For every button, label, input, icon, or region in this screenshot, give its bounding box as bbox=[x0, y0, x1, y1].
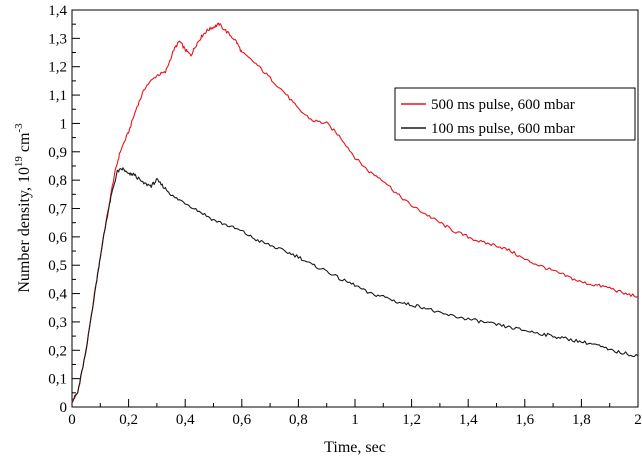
legend-label-100ms: 100 ms pulse, 600 mbar bbox=[431, 121, 575, 137]
y-axis-label-unit: cm bbox=[16, 132, 33, 156]
y-tick-label: 0,6 bbox=[48, 230, 67, 246]
y-axis-ticks: 0 0,1 0,2 0,3 0,4 0,5 0,6 0,7 0,8 0,9 1 1,1 1,2 1,3 1,… bbox=[48, 3, 80, 416]
x-tick-label: 0,4 bbox=[176, 412, 195, 428]
y-axis-label: Number density, 1019 cm-3 bbox=[13, 123, 33, 293]
x-tick-label: 1,8 bbox=[572, 412, 591, 428]
series-line bbox=[71, 167, 639, 404]
x-tick-label: 1,4 bbox=[459, 412, 478, 428]
x-axis-ticks: 0 0,2 0,4 0,6 0,8 1 1,2 1,4 1,6 1,8 2 bbox=[68, 399, 642, 428]
y-axis-label-main: Number density, 10 bbox=[16, 167, 33, 293]
legend-box bbox=[394, 87, 636, 141]
y-tick-label: 1,1 bbox=[48, 88, 67, 104]
y-tick-label: 0,2 bbox=[48, 343, 67, 359]
x-tick-label: 0,8 bbox=[289, 412, 308, 428]
y-tick-label: 0,8 bbox=[48, 173, 67, 189]
y-tick-label: 0 bbox=[60, 400, 68, 416]
series-line bbox=[71, 22, 639, 403]
y-tick-label: 1 bbox=[60, 116, 68, 132]
x-tick-label: 1,2 bbox=[402, 412, 421, 428]
y-tick-label: 0,3 bbox=[48, 315, 67, 331]
y-tick-label: 0,9 bbox=[48, 145, 67, 161]
y-tick-label: 0,1 bbox=[48, 372, 67, 388]
x-axis-label: Time, sec bbox=[324, 439, 386, 456]
x-tick-label: 0,6 bbox=[232, 412, 251, 428]
y-tick-label: 0,7 bbox=[48, 202, 67, 218]
y-tick-label: 0,5 bbox=[48, 258, 67, 274]
y-tick-label: 1,4 bbox=[48, 3, 67, 19]
x-tick-label: 1,6 bbox=[515, 412, 534, 428]
series-layer bbox=[71, 22, 639, 404]
x-tick-label: 2 bbox=[634, 412, 642, 428]
legend-label-500ms: 500 ms pulse, 600 mbar bbox=[431, 97, 575, 113]
y-tick-label: 0,4 bbox=[48, 287, 67, 303]
y-axis-label-exp2: -3 bbox=[13, 123, 25, 133]
x-tick-label: 1 bbox=[351, 412, 359, 428]
plot-frame bbox=[71, 9, 639, 408]
y-tick-label: 1,2 bbox=[48, 60, 67, 76]
y-axis-label-exp1: 19 bbox=[13, 156, 25, 168]
x-tick-label: 0 bbox=[68, 412, 76, 428]
x-tick-label: 0,2 bbox=[119, 412, 138, 428]
legend: 500 ms pulse, 600 mbar 100 ms pulse, 600… bbox=[394, 87, 636, 141]
y-tick-label: 1,3 bbox=[48, 31, 67, 47]
